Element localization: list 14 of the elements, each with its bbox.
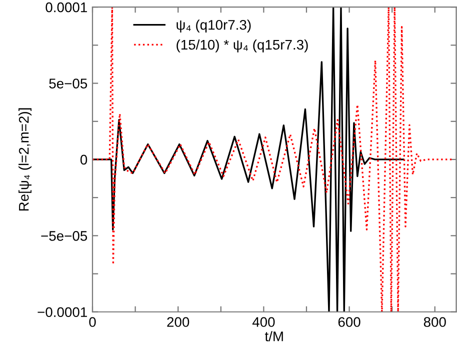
x-tick-label: 200 [167, 317, 190, 327]
x-tick-label: 0 [89, 317, 96, 327]
x-tick-label: 400 [252, 317, 275, 327]
x-tick-label: 800 [424, 317, 446, 327]
x-tick-label: 600 [338, 317, 360, 327]
y-tick-label: 5e−05 [49, 78, 88, 88]
y-tick-label: 0 [80, 154, 88, 165]
legend-label: (15/10) * ψ₄ (q15r7.3) [176, 39, 308, 52]
y-tick-label: 0.0001 [46, 2, 87, 12]
legend-label: ψ₄ (q10r7.3) [176, 20, 251, 33]
y-tick-label: −5e−05 [41, 231, 88, 241]
y-tick-label: −0.0001 [38, 307, 87, 318]
x-axis-title: t/M [264, 331, 283, 342]
y-axis-title: Re[ψ₄ (l=2,m=2)] [18, 108, 32, 211]
